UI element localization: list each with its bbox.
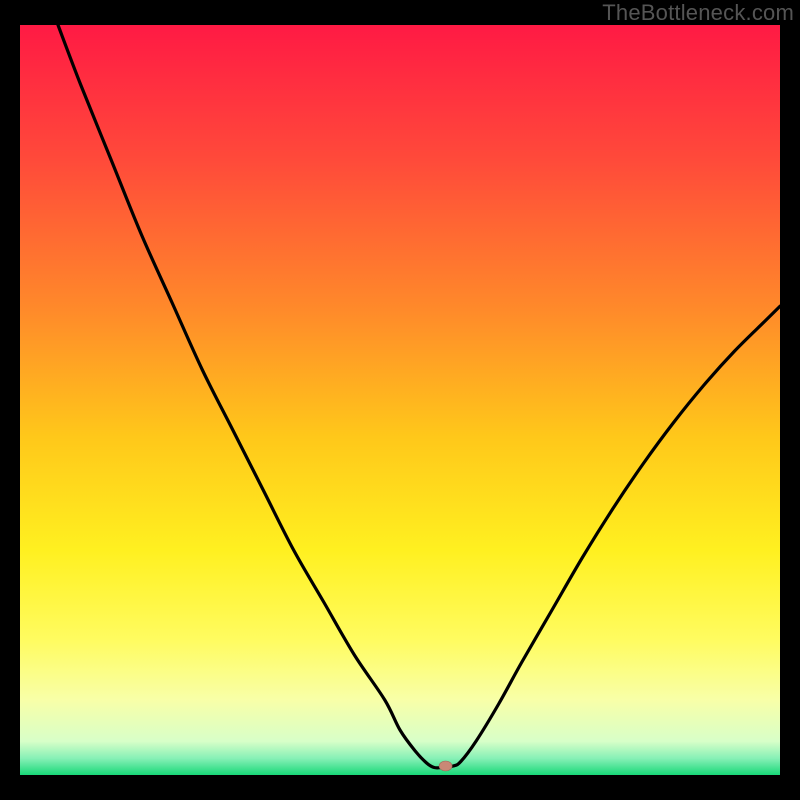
optimal-point-marker	[439, 761, 452, 771]
chart-container: TheBottleneck.com	[0, 0, 800, 800]
bottleneck-curve-chart	[0, 0, 800, 800]
watermark-text: TheBottleneck.com	[602, 0, 794, 26]
plot-background	[20, 25, 780, 775]
